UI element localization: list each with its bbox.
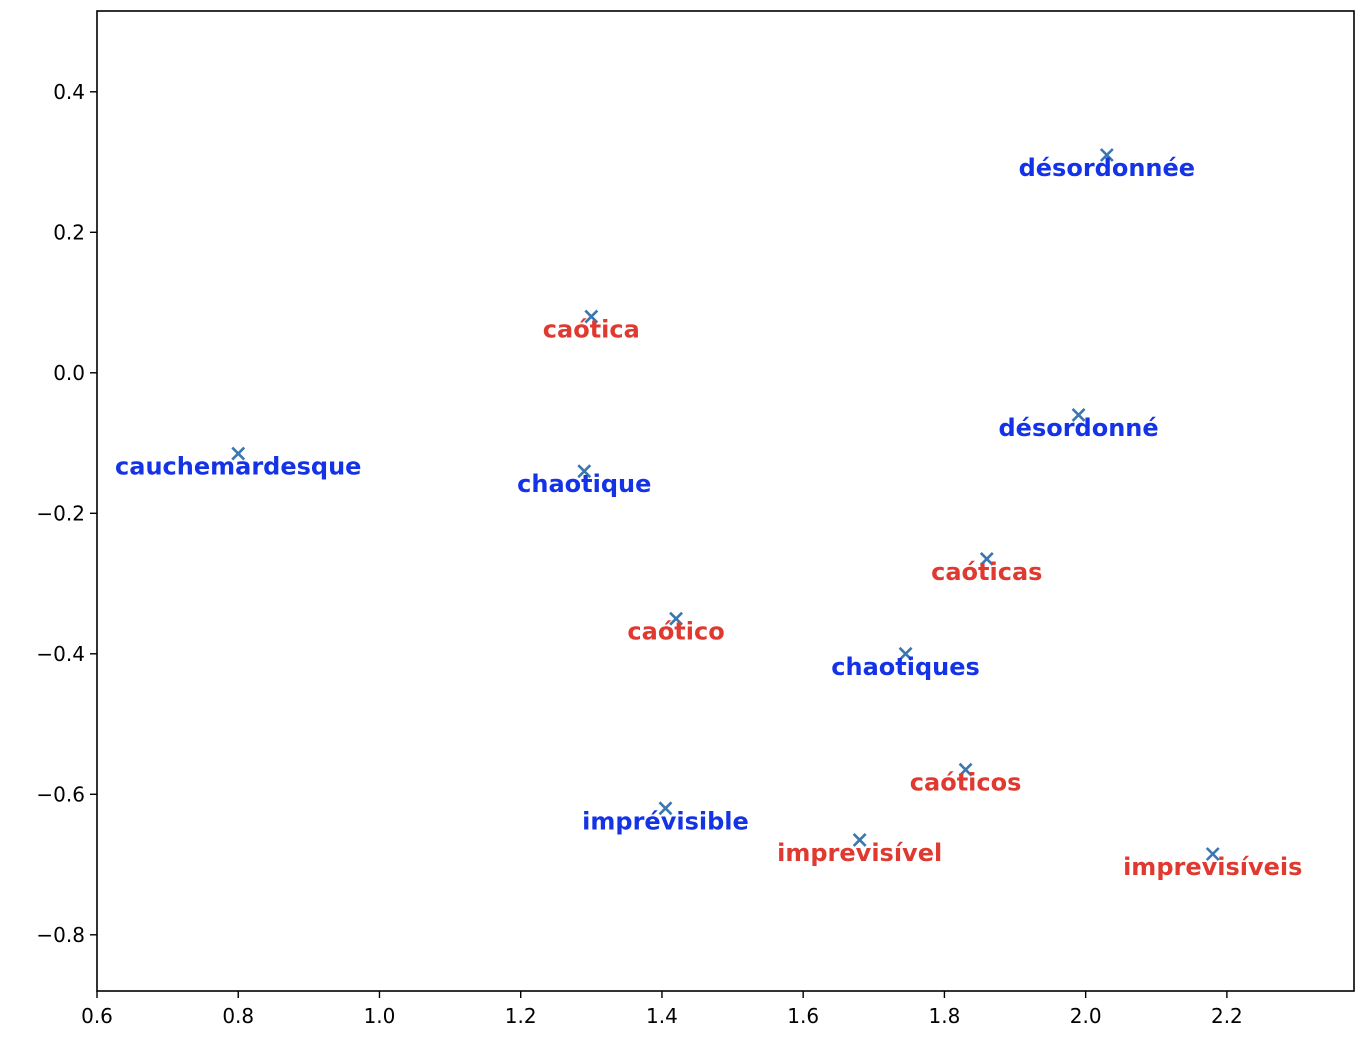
point-label-portuguese: caótico [627, 618, 724, 646]
point-marker [1099, 148, 1114, 162]
y-tick-label: 0.4 [53, 80, 85, 104]
point-marker [1205, 847, 1220, 861]
point-label-portuguese: imprevisível [777, 839, 942, 867]
point-marker [658, 801, 673, 816]
point-marker [958, 762, 973, 777]
y-tick-label: −0.2 [36, 501, 85, 525]
point-marker [669, 611, 683, 626]
point-label-french: cauchemardesque [115, 453, 361, 481]
point-marker [898, 646, 913, 661]
x-tick-label: 1.6 [787, 1004, 819, 1028]
point-marker [1071, 408, 1086, 422]
x-tick-label: 0.6 [81, 1004, 113, 1028]
point-label-portuguese: caóticos [910, 769, 1022, 797]
y-tick-label: 0.2 [53, 220, 85, 244]
plot-frame [96, 10, 1355, 992]
point-marker [577, 464, 592, 479]
point-label-french: chaotique [517, 470, 651, 498]
point-marker [231, 446, 246, 461]
point-label-portuguese: caótica [543, 316, 640, 344]
y-tick-label: 0.0 [53, 361, 85, 385]
x-tick-label: 1.8 [929, 1004, 961, 1028]
point-marker [584, 309, 599, 324]
y-tick-label: −0.6 [36, 782, 85, 806]
point-label-french: chaotiques [831, 653, 980, 681]
point-marker [852, 833, 867, 847]
x-axis: 0.6 0.8 1.0 1.2 1.4 1.6 1.8 2.0 2.2 [81, 991, 1243, 1028]
x-tick-label: 1.0 [364, 1004, 396, 1028]
y-axis: 0.4 0.2 0.0 −0.2 −0.4 −0.6 −0.8 [36, 80, 97, 947]
y-tick-label: −0.8 [36, 923, 85, 947]
data-points [231, 148, 1220, 861]
plot-area [97, 11, 1354, 991]
point-label-french: imprévisible [582, 807, 749, 835]
point-marker [979, 552, 994, 566]
point-label-portuguese: imprevisíveis [1123, 853, 1302, 881]
point-label-french: désordonné [998, 414, 1158, 442]
x-tick-label: 2.0 [1070, 1004, 1102, 1028]
y-tick-label: −0.4 [36, 642, 85, 666]
point-label-french: désordonnée [1019, 154, 1195, 182]
x-tick-label: 1.4 [646, 1004, 678, 1028]
x-tick-label: 1.2 [505, 1004, 537, 1028]
x-tick-label: 0.8 [222, 1004, 254, 1028]
point-labels: désordonnée caótica désordonné cauchemardes… [115, 154, 1302, 881]
point-label-portuguese: caóticas [931, 558, 1042, 586]
x-tick-label: 2.2 [1211, 1004, 1243, 1028]
